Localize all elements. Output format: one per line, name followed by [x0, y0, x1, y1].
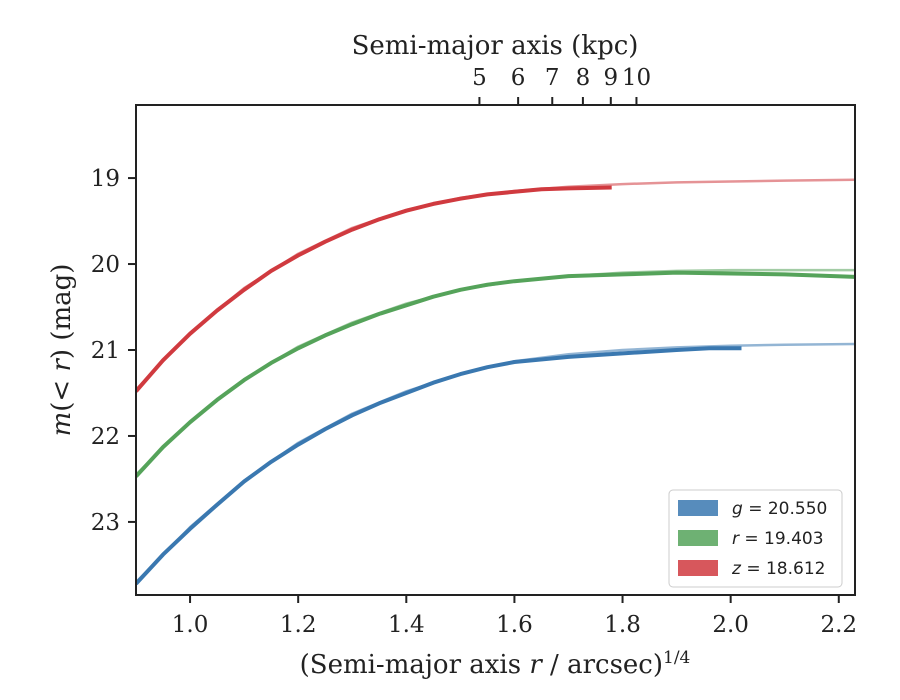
legend-label-z: z = 18.612 — [731, 559, 825, 579]
top-x-axis-title: Semi-major axis (kpc) — [352, 31, 639, 61]
bottom-x-axis: 1.0 1.2 1.4 1.6 1.8 2.0 2.2 — [172, 595, 857, 638]
legend-swatch-z — [678, 560, 718, 576]
series-layer — [136, 178, 855, 586]
bottom-x-axis-title: (Semi-major axis r / arcsec)1/4 — [300, 648, 691, 680]
y-tick-label: 19 — [91, 166, 120, 192]
x-title-sup: 1/4 — [663, 648, 690, 668]
y-tick-label: 20 — [91, 252, 120, 278]
x-tick-label: 1.4 — [388, 612, 425, 638]
top-x-axis: 5 6 7 8 9 10 — [472, 65, 651, 105]
legend: g = 20.550 r = 19.403 z = 18.612 — [668, 489, 843, 588]
legend-swatch-g — [678, 500, 718, 516]
legend-label-r: r = 19.403 — [732, 529, 824, 549]
x-tick-label: 2.0 — [712, 612, 749, 638]
y-title-mid: (< — [47, 372, 77, 412]
x-tick-label: 2.2 — [820, 612, 857, 638]
y-tick-label: 23 — [91, 510, 120, 536]
y-axis-title: m(< r) (mag) — [47, 264, 77, 437]
series-r-model-line — [136, 268, 855, 476]
x-tick-label: 1.2 — [280, 612, 317, 638]
x-tick-label: 1.8 — [604, 612, 641, 638]
left-y-axis: 19 20 21 22 23 — [91, 166, 136, 536]
y-tick-label: 21 — [91, 338, 120, 364]
y-tick-label: 22 — [91, 424, 120, 450]
x-title-rest: / arcsec) — [542, 650, 663, 680]
y-title-m: m — [47, 412, 77, 437]
top-tick-label: 6 — [511, 65, 526, 91]
series-z-data-line — [136, 185, 612, 393]
top-tick-label: 8 — [576, 65, 591, 91]
x-title-part: (Semi-major axis — [300, 650, 530, 680]
legend-swatch-r — [678, 530, 718, 546]
series-r-data-line — [136, 270, 855, 478]
x-tick-label: 1.6 — [496, 612, 533, 638]
y-title-r: r — [47, 358, 77, 372]
x-tick-label: 1.0 — [172, 612, 209, 638]
top-tick-label: 9 — [603, 65, 618, 91]
legend-label-g: g = 20.550 — [732, 499, 827, 519]
top-tick-label: 5 — [472, 65, 487, 91]
series-g-data-line — [136, 346, 742, 586]
y-title-end: ) (mag) — [47, 264, 77, 360]
x-title-var: r — [529, 650, 543, 680]
top-tick-label: 7 — [545, 65, 560, 91]
top-tick-label: 10 — [622, 65, 651, 91]
